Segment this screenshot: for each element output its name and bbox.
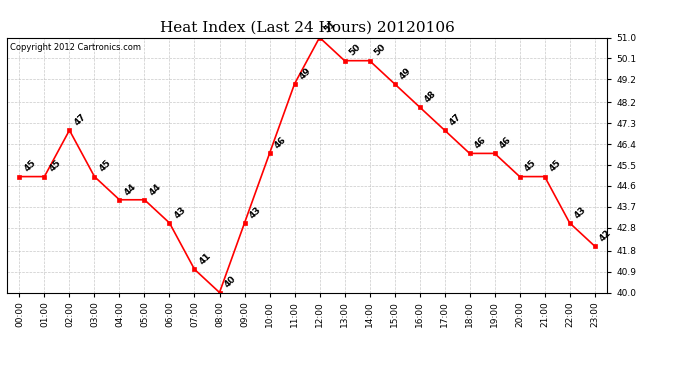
Text: 49: 49 bbox=[297, 66, 313, 81]
Text: 45: 45 bbox=[547, 159, 563, 174]
Text: 47: 47 bbox=[447, 112, 463, 128]
Text: 43: 43 bbox=[573, 205, 588, 220]
Text: 45: 45 bbox=[522, 159, 538, 174]
Text: 42: 42 bbox=[598, 228, 613, 243]
Title: Heat Index (Last 24 Hours) 20120106: Heat Index (Last 24 Hours) 20120106 bbox=[159, 21, 455, 35]
Text: 45: 45 bbox=[97, 159, 112, 174]
Text: 45: 45 bbox=[22, 159, 37, 174]
Text: 50: 50 bbox=[373, 43, 388, 58]
Text: 46: 46 bbox=[273, 135, 288, 151]
Text: 48: 48 bbox=[422, 89, 437, 104]
Text: 46: 46 bbox=[497, 135, 513, 151]
Text: 49: 49 bbox=[397, 66, 413, 81]
Text: 50: 50 bbox=[347, 43, 362, 58]
Text: 44: 44 bbox=[122, 182, 137, 197]
Text: 40: 40 bbox=[222, 274, 237, 290]
Text: Copyright 2012 Cartronics.com: Copyright 2012 Cartronics.com bbox=[10, 43, 141, 52]
Text: 41: 41 bbox=[197, 251, 213, 267]
Text: 47: 47 bbox=[72, 112, 88, 128]
Text: 43: 43 bbox=[247, 205, 263, 220]
Text: 45: 45 bbox=[47, 159, 63, 174]
Text: 44: 44 bbox=[147, 182, 163, 197]
Text: 46: 46 bbox=[473, 135, 488, 151]
Text: 43: 43 bbox=[172, 205, 188, 220]
Text: 51: 51 bbox=[322, 20, 337, 35]
